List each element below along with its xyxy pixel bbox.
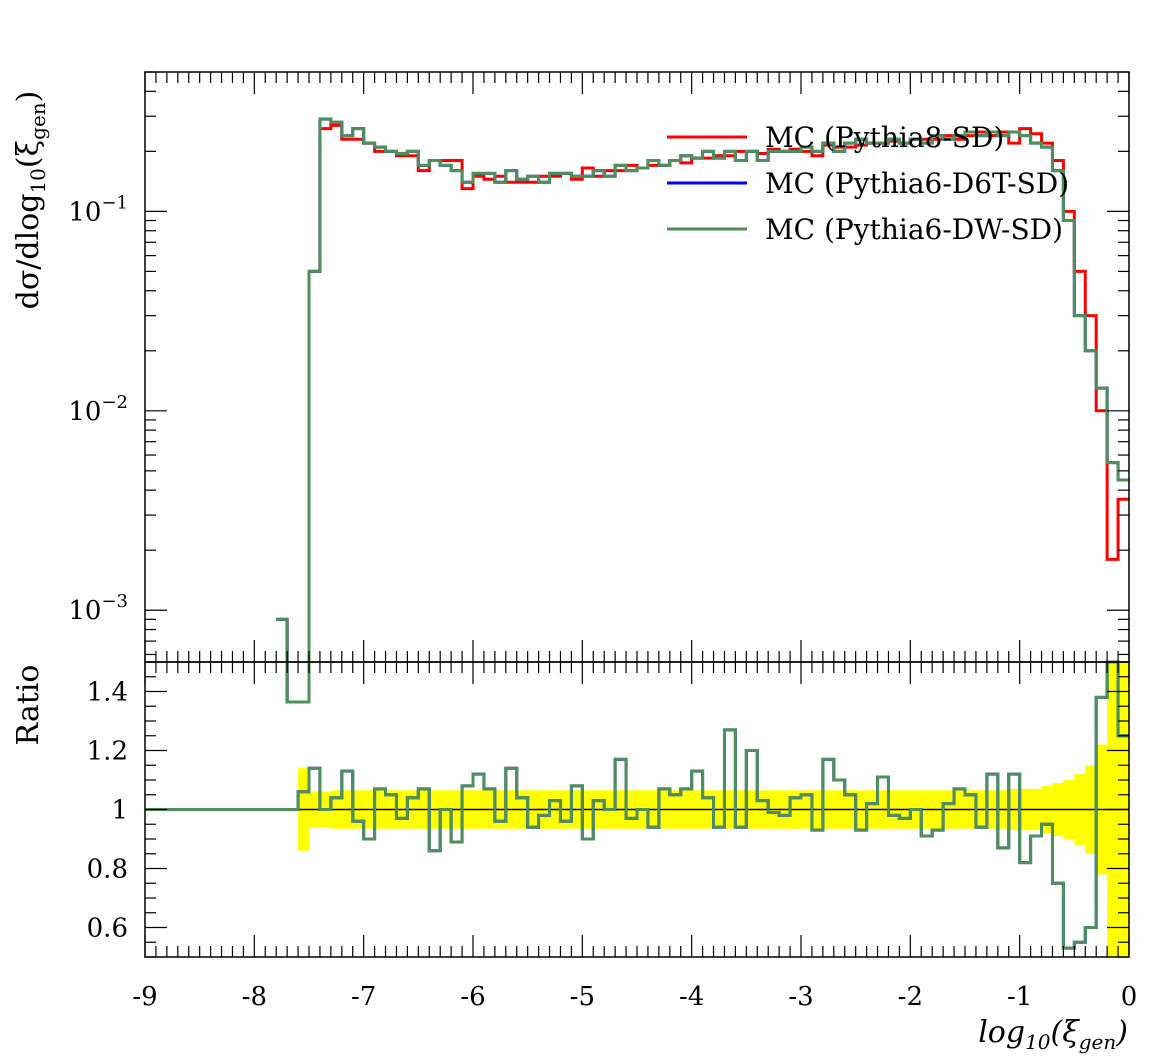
main-y-tick-label: 10−2 [68,392,128,427]
ylabel-sub: 10 [26,168,50,193]
main-y-tick-mantissa: 10 [68,397,101,427]
x-axis-title: log10(ξgen) [978,1015,1128,1054]
x-tick-label: -8 [242,982,267,1012]
main-y-tick-label: 10−3 [68,591,128,626]
y-axis-title-ratio: Ratio [11,665,46,746]
tick-marks [144,71,1130,958]
y-axis-title-main-text: dσ/dlog10(ξgen) [11,91,50,310]
ratio-y-tick-label: 0.6 [87,914,128,944]
main-y-tick-label: 10−1 [68,192,128,227]
x-tick-label: -1 [1007,982,1032,1012]
xlabel-sub: gen [1079,1030,1117,1054]
x-tick-label: -5 [570,982,595,1012]
main-panel-frame [144,71,1130,663]
x-tick-label: -2 [898,982,923,1012]
legend-label-pythia8: MC (Pythia8-SD) [765,121,1004,154]
ylabel-part: dσ/dlog [11,194,46,310]
x-tick-label: 0 [1121,982,1138,1012]
ratio-series-group [145,660,1129,950]
main-y-tick-mantissa: 10 [68,596,101,626]
legend: MC (Pythia8-SD) MC (Pythia6-D6T-SD) MC (… [667,121,1069,246]
x-tick-label: -7 [351,982,376,1012]
main-series-line-0 [276,123,1129,704]
x-axis-title-text: log10(ξgen) [978,1015,1128,1054]
ratio-y-tick-label: 1.2 [87,737,128,767]
main-y-tick-exponent: −1 [101,192,128,213]
ratio-y-tick-label: 1.4 [87,678,128,708]
legend-label-pythia6-dw: MC (Pythia6-DW-SD) [765,213,1063,246]
ylabel-part: (ξ [11,140,46,168]
ylabel-sub: gen [26,102,50,140]
ratio-y-tick-label: 1 [111,796,128,826]
x-tick-label: -9 [132,982,157,1012]
xlabel-part: (ξ [1051,1015,1081,1050]
ratio-y-tick-label: 0.8 [87,855,128,885]
legend-label-pythia6-d6t: MC (Pythia6-D6T-SD) [765,167,1069,200]
x-tick-label: -4 [679,982,704,1012]
tick-labels: -9 -8 -7 -6 -5 -4 -3 -2 -1 00.60.811.21.410−110−2… [68,192,1137,1012]
xlabel-part: log [978,1015,1025,1050]
main-y-tick-mantissa: 10 [68,197,101,227]
main-series-line-2 [276,117,1129,704]
ratio-series-line-1 [145,660,1129,950]
main-series-group [276,117,1129,704]
y-axis-title-main: dσ/dlog10(ξgen) [11,91,50,310]
ylabel-part: ) [11,91,46,103]
main-y-tick-exponent: −3 [101,591,128,612]
x-tick-label: -3 [788,982,813,1012]
x-tick-label: -6 [460,982,485,1012]
xlabel-sub: 10 [1025,1030,1051,1054]
xlabel-part: ) [1115,1015,1128,1050]
main-y-tick-exponent: −2 [101,392,128,413]
main-series-line-1 [276,117,1129,704]
